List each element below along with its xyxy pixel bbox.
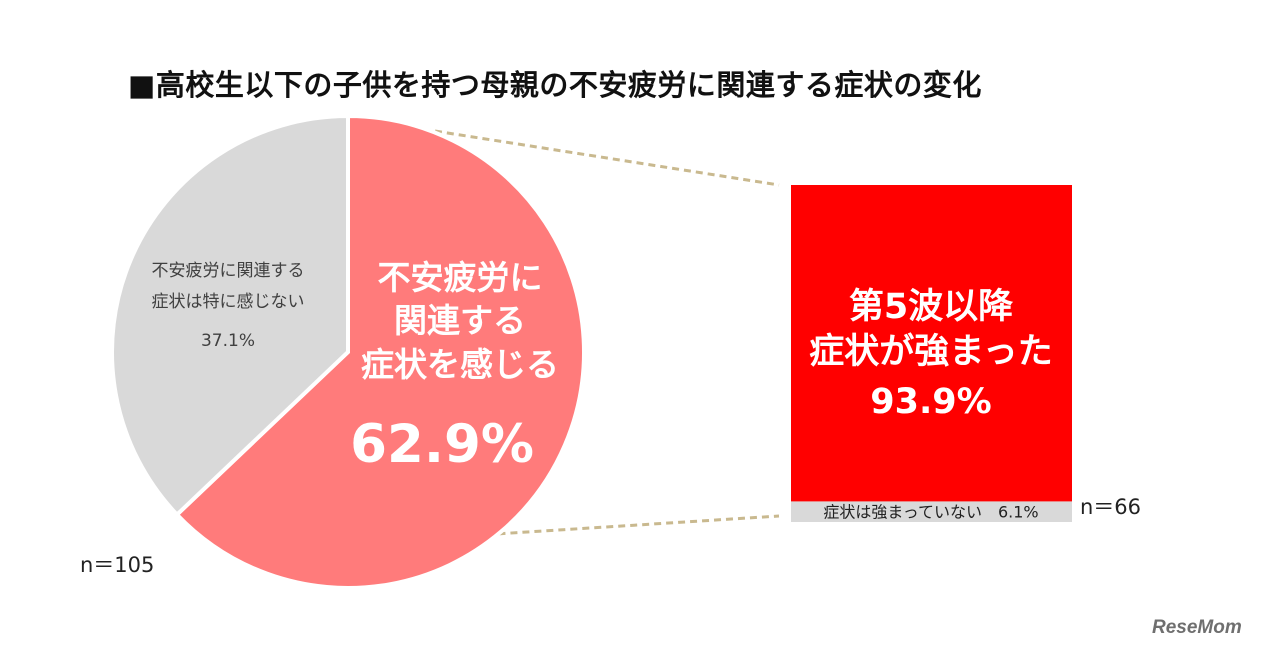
pie-label-feel-line: 不安疲労に xyxy=(378,258,543,297)
pie-value-feel: 62.9% xyxy=(350,414,534,475)
bar-n-label: n＝66 xyxy=(1080,495,1141,519)
pie-label-no-line: 不安疲労に関連する xyxy=(152,261,305,281)
pie-label-feel-line: 関連する xyxy=(394,301,526,340)
pie-label-no-line: 37.1% xyxy=(201,331,255,351)
bar-label-not-intensified: 症状は強まっていない 6.1% xyxy=(823,503,1038,522)
pie-n-label: n＝105 xyxy=(80,553,154,577)
bar-segment-not-intensified xyxy=(791,501,1072,522)
resemom-logo: ReseMom xyxy=(1152,617,1242,638)
bar-label-intensified-line: 93.9% xyxy=(870,382,991,422)
bar-label-intensified-line: 症状が強まった xyxy=(809,332,1053,372)
connector-line-bottom xyxy=(498,514,780,536)
pie-slice-no-symptoms xyxy=(110,113,350,518)
pie-label-feel-line: 症状を感じる xyxy=(361,345,559,384)
chart-labels: 不安疲労に関連する症状を感じる62.9%不安疲労に関連する症状は特に感じない37… xyxy=(80,258,1141,577)
pie-slice-feel-symptoms xyxy=(174,113,586,590)
stacked-bar xyxy=(791,185,1072,522)
bar-segment-intensified xyxy=(791,185,1072,502)
pie-chart xyxy=(110,113,586,590)
bar-label-intensified-line: 第5波以降 xyxy=(849,287,1013,327)
pie-label-no-line: 症状は特に感じない xyxy=(152,292,305,312)
chart-title: ■高校生以下の子供を持つ母親の不安疲労に関連する症状の変化 xyxy=(128,68,982,102)
